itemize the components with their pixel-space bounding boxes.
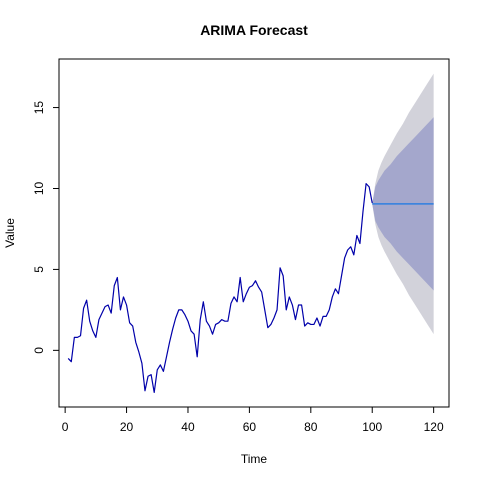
y-axis-label: Value	[3, 218, 17, 248]
x-tick-label-40: 40	[181, 420, 195, 434]
x-axis-label: Time	[241, 452, 268, 466]
x-tick-label-100: 100	[362, 420, 382, 434]
observed-series-line	[67, 183, 373, 394]
y-tick-label-10: 10	[32, 181, 46, 195]
x-tick-label-120: 120	[424, 420, 444, 434]
x-tick-label-80: 80	[304, 420, 318, 434]
y-tick-label-15: 15	[32, 101, 46, 115]
x-tick-label-20: 20	[120, 420, 134, 434]
y-tick-label-0: 0	[32, 347, 46, 354]
chart-title: ARIMA Forecast	[200, 22, 308, 38]
x-tick-label-60: 60	[243, 420, 257, 434]
x-tick-label-0: 0	[62, 420, 69, 434]
axis-layer: 0 20 40 60 80 100 120 0 5 10 15	[32, 101, 444, 434]
y-tick-label-5: 5	[32, 266, 46, 273]
plot-layer	[67, 73, 434, 394]
